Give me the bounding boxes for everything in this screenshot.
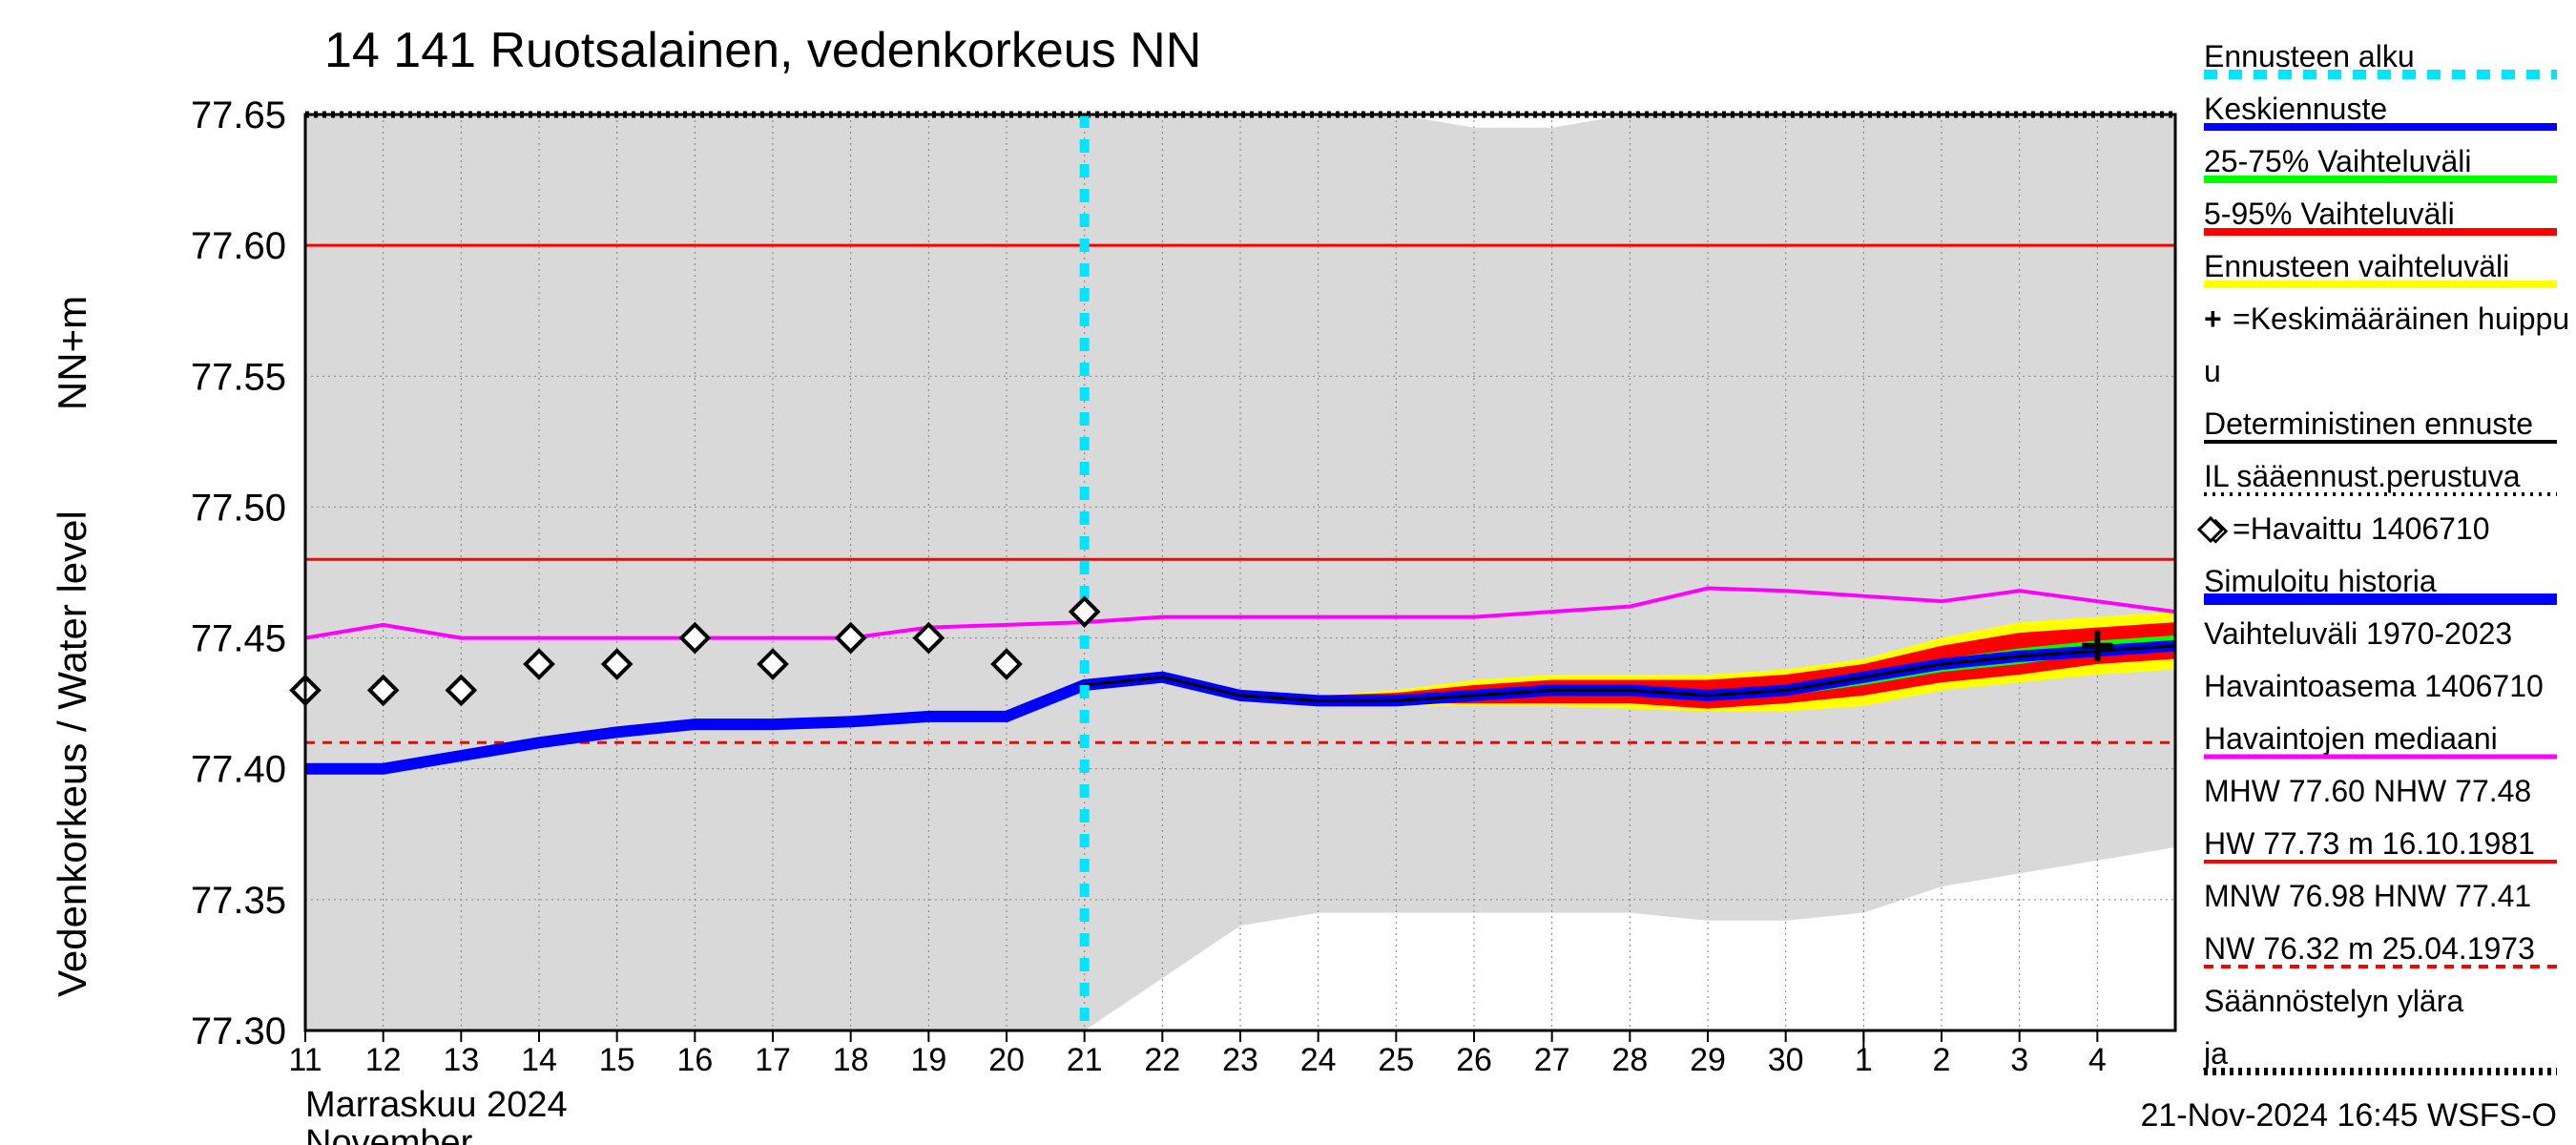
- legend-item: ja: [2203, 1036, 2557, 1072]
- legend-label: Havaintojen mediaani: [2204, 721, 2498, 756]
- x-tick-label: 15: [599, 1042, 635, 1078]
- legend-label: MNW 76.98 HNW 77.41: [2204, 879, 2531, 913]
- x-tick-label: 3: [2010, 1042, 2028, 1078]
- x-tick-label: 20: [988, 1042, 1025, 1078]
- x-tick-label: 29: [1690, 1042, 1726, 1078]
- x-tick-label: 1: [1855, 1042, 1873, 1078]
- legend-label: Keskiennuste: [2204, 92, 2387, 126]
- y-tick-label: 77.65: [191, 94, 286, 136]
- x-tick-label: 30: [1768, 1042, 1804, 1078]
- legend-label: Deterministinen ennuste: [2204, 406, 2533, 441]
- x-tick-label: 28: [1611, 1042, 1648, 1078]
- x-tick-label: 16: [676, 1042, 713, 1078]
- x-tick-label: 14: [521, 1042, 557, 1078]
- x-tick-label: 25: [1378, 1042, 1414, 1078]
- x-tick-label: 27: [1534, 1042, 1570, 1078]
- x-tick-label: 11: [288, 1042, 322, 1078]
- x-tick-label: 23: [1222, 1042, 1258, 1078]
- legend-label: =Keskimääräinen huippu: [2233, 302, 2569, 336]
- legend-label: Havaintoasema 1406710: [2204, 669, 2544, 703]
- month-label-en: November: [305, 1123, 473, 1145]
- legend-item: Havaintoasema 1406710: [2204, 669, 2544, 703]
- legend-label: IL sääennust.perustuva: [2204, 459, 2521, 493]
- chart-container: 77.30 77.35 77.40 77.45 77.50 77.55 77.60 77.65…: [0, 0, 2576, 1145]
- y-tick-label: 77.40: [191, 749, 286, 791]
- legend-label: Simuloitu historia: [2204, 564, 2437, 598]
- legend-label: 5-95% Vaihteluväli: [2204, 197, 2455, 231]
- svg-text:+: +: [2204, 302, 2222, 336]
- x-tick-label: 24: [1300, 1042, 1337, 1078]
- legend-label: ja: [2203, 1036, 2228, 1071]
- x-tick-label: 21: [1067, 1042, 1103, 1078]
- x-tick-label: 26: [1456, 1042, 1492, 1078]
- x-tick-label: 17: [755, 1042, 791, 1078]
- legend-item: u: [2204, 354, 2221, 388]
- y-tick-label: 77.50: [191, 487, 286, 529]
- legend-item: IL sääennust.perustuva: [2204, 459, 2557, 494]
- legend-item: Ennusteen alku: [2204, 39, 2557, 74]
- legend-item: Vaihteluväli 1970-2023: [2204, 616, 2512, 651]
- y-tick-label: 77.35: [191, 880, 286, 922]
- legend-label: HW 77.73 m 16.10.1981: [2204, 826, 2535, 861]
- legend-item: HW 77.73 m 16.10.1981: [2204, 826, 2557, 862]
- legend-item: MHW 77.60 NHW 77.48: [2204, 774, 2531, 808]
- chart-title: 14 141 Ruotsalainen, vedenkorkeus NN: [324, 23, 1201, 78]
- legend-label: MHW 77.60 NHW 77.48: [2204, 774, 2531, 808]
- legend-label: Vaihteluväli 1970-2023: [2204, 616, 2512, 651]
- legend-label: NW 76.32 m 25.04.1973: [2204, 931, 2535, 966]
- legend-item: 5-95% Vaihteluväli: [2204, 197, 2557, 232]
- legend-item: Ennusteen vaihteluväli: [2204, 249, 2557, 284]
- legend-item: ◇=Havaittu 1406710: [2199, 511, 2490, 546]
- legend-item: Keskiennuste: [2204, 92, 2557, 127]
- legend-item: Säännöstelyn ylära: [2204, 984, 2463, 1018]
- y-tick-label: 77.45: [191, 618, 286, 660]
- y-axis-label-2: NN+m: [50, 296, 94, 410]
- chart-svg: 77.30 77.35 77.40 77.45 77.50 77.55 77.60 77.65…: [0, 0, 2576, 1145]
- footer-timestamp: 21-Nov-2024 16:45 WSFS-O: [2140, 1097, 2557, 1134]
- legend-item: MNW 76.98 HNW 77.41: [2204, 879, 2531, 913]
- y-tick-label: 77.30: [191, 1010, 286, 1052]
- legend-label: u: [2204, 354, 2221, 388]
- y-tick-label: 77.60: [191, 225, 286, 267]
- legend-item: Havaintojen mediaani: [2204, 721, 2557, 757]
- x-tick-label: 12: [365, 1042, 402, 1078]
- legend-item: Simuloitu historia: [2204, 564, 2557, 599]
- x-tick-label: 19: [910, 1042, 946, 1078]
- x-tick-label: 13: [443, 1042, 479, 1078]
- x-tick-label: 2: [1933, 1042, 1951, 1078]
- legend-item: NW 76.32 m 25.04.1973: [2204, 931, 2557, 967]
- legend-item: 25-75% Vaihteluväli: [2204, 144, 2557, 179]
- legend-label: Ennusteen vaihteluväli: [2204, 249, 2509, 283]
- legend-item: + =Keskimääräinen huippu: [2204, 302, 2569, 336]
- legend-label: =Havaittu 1406710: [2233, 511, 2490, 546]
- y-tick-label: 77.55: [191, 356, 286, 398]
- legend-label: Säännöstelyn ylära: [2204, 984, 2463, 1018]
- x-tick-label: 22: [1144, 1042, 1180, 1078]
- legend-label: Ennusteen alku: [2204, 39, 2415, 73]
- legend-item: Deterministinen ennuste: [2204, 406, 2557, 442]
- month-label-fi: Marraskuu 2024: [305, 1085, 568, 1125]
- x-tick-label: 18: [833, 1042, 869, 1078]
- legend-label: 25-75% Vaihteluväli: [2204, 144, 2471, 178]
- y-axis-label-1: Vedenkorkeus / Water level: [50, 510, 94, 997]
- x-tick-label: 4: [2088, 1042, 2107, 1078]
